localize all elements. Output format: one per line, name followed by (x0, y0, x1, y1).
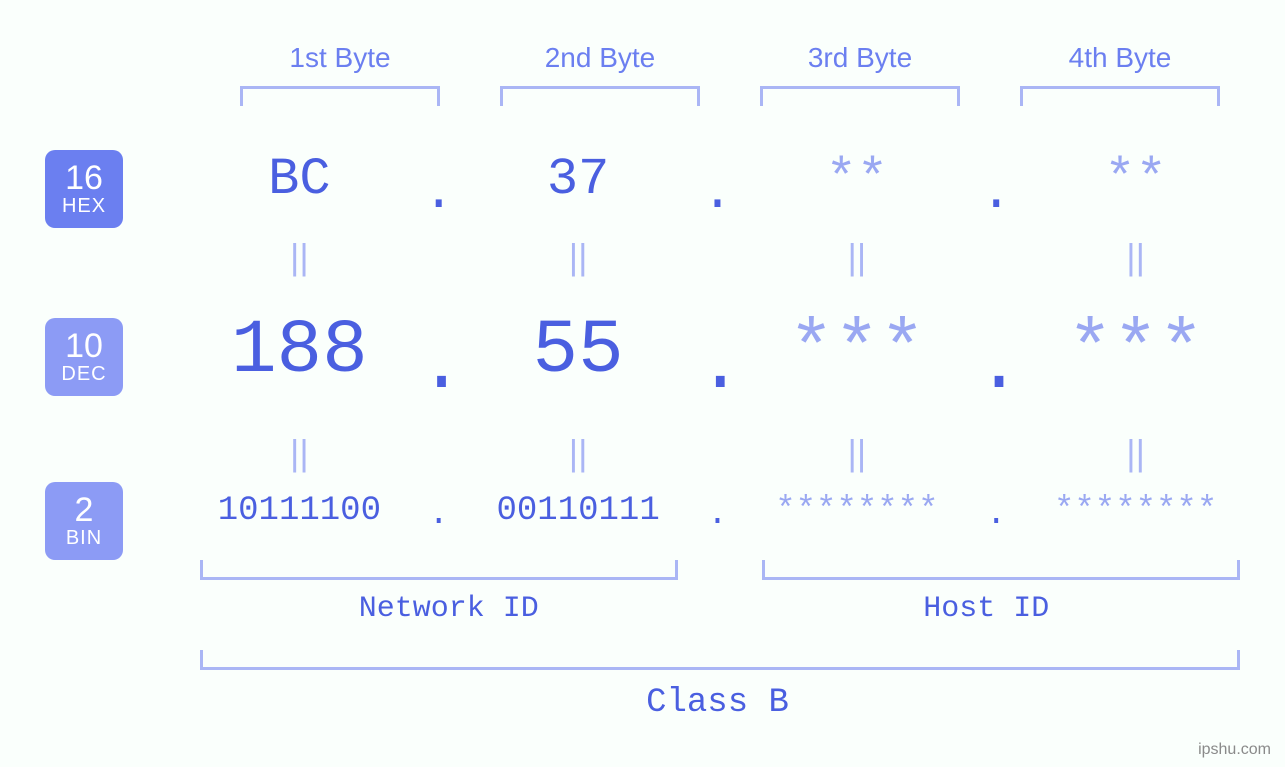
equals-symbol: || (738, 236, 977, 278)
dot-separator: . (698, 496, 738, 534)
equals-symbol: || (180, 236, 419, 278)
bin-row: 10111100 . 00110111 . ******** . *******… (180, 492, 1255, 530)
byte-header-1: 1st Byte (210, 42, 470, 74)
base-badge-dec: 10 DEC (45, 318, 123, 396)
dot-separator: . (976, 324, 1016, 410)
base-label-bin: BIN (66, 528, 102, 549)
dot-separator: . (419, 324, 459, 410)
hex-byte-1: BC (180, 150, 419, 209)
base-num-bin: 2 (75, 493, 94, 529)
dec-byte-4: *** (1016, 308, 1255, 394)
dot-separator: . (976, 164, 1016, 223)
equals-symbol: || (180, 432, 419, 474)
byte-bracket-1 (240, 86, 440, 106)
base-label-hex: HEX (62, 196, 106, 217)
hex-row: BC . 37 . ** . ** (180, 150, 1255, 209)
hex-byte-4: ** (1016, 150, 1255, 209)
hex-byte-2: 37 (459, 150, 698, 209)
equals-symbol: || (738, 432, 977, 474)
dec-byte-2: 55 (459, 308, 698, 394)
dec-byte-1: 188 (180, 308, 419, 394)
equals-symbol: || (1016, 432, 1255, 474)
class-bracket (200, 650, 1240, 670)
network-id-bracket (200, 560, 678, 580)
bin-byte-2: 00110111 (459, 492, 698, 530)
dot-separator: . (976, 496, 1016, 534)
bin-byte-3: ******** (738, 492, 977, 530)
hex-byte-3: ** (738, 150, 977, 209)
equals-symbol: || (459, 432, 698, 474)
base-num-dec: 10 (65, 329, 103, 365)
dot-separator: . (419, 496, 459, 534)
host-id-bracket (762, 560, 1240, 580)
host-id-label: Host ID (718, 592, 1256, 626)
equals-row-2: || || || || (180, 432, 1255, 474)
class-label: Class B (180, 684, 1255, 722)
base-badge-hex: 16 HEX (45, 150, 123, 228)
base-num-hex: 16 (65, 161, 103, 197)
byte-bracket-3 (760, 86, 960, 106)
byte-bracket-4 (1020, 86, 1220, 106)
byte-brackets (210, 86, 1250, 106)
network-host-labels: Network ID Host ID (180, 592, 1255, 626)
dec-row: 188 . 55 . *** . *** (180, 308, 1255, 394)
dot-separator: . (419, 164, 459, 223)
byte-header-2: 2nd Byte (470, 42, 730, 74)
bin-byte-1: 10111100 (180, 492, 419, 530)
base-label-dec: DEC (61, 364, 106, 385)
byte-bracket-2 (500, 86, 700, 106)
byte-header-4: 4th Byte (990, 42, 1250, 74)
dot-separator: . (698, 324, 738, 410)
byte-headers-row: 1st Byte 2nd Byte 3rd Byte 4th Byte (210, 42, 1250, 74)
bin-byte-4: ******** (1016, 492, 1255, 530)
equals-symbol: || (1016, 236, 1255, 278)
dot-separator: . (698, 164, 738, 223)
network-id-label: Network ID (180, 592, 718, 626)
dec-byte-3: *** (738, 308, 977, 394)
watermark: ipshu.com (1198, 741, 1271, 759)
byte-header-3: 3rd Byte (730, 42, 990, 74)
equals-symbol: || (459, 236, 698, 278)
base-badge-bin: 2 BIN (45, 482, 123, 560)
equals-row-1: || || || || (180, 236, 1255, 278)
